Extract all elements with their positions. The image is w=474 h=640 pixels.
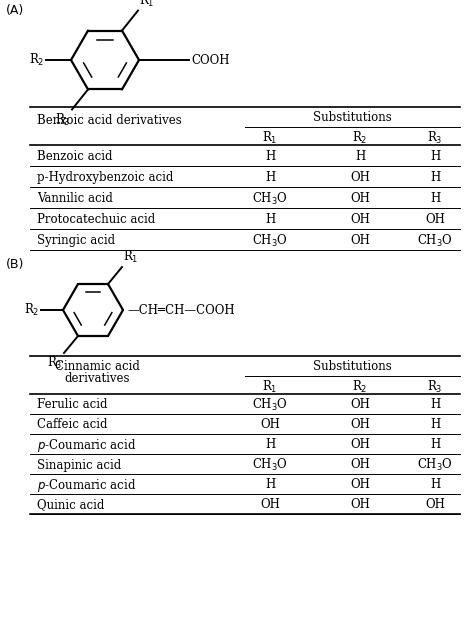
Text: R$_1$: R$_1$ bbox=[262, 379, 278, 395]
Text: Syringic acid: Syringic acid bbox=[37, 234, 115, 247]
Text: R$_2$: R$_2$ bbox=[28, 52, 44, 68]
Text: R$_1$: R$_1$ bbox=[262, 130, 278, 146]
Text: OH: OH bbox=[260, 419, 280, 431]
Text: H: H bbox=[430, 171, 440, 184]
Text: H: H bbox=[430, 399, 440, 412]
Text: H: H bbox=[265, 479, 275, 492]
Text: H: H bbox=[265, 171, 275, 184]
Text: OH: OH bbox=[425, 213, 445, 226]
Text: OH: OH bbox=[260, 499, 280, 511]
Text: COOH: COOH bbox=[191, 54, 229, 67]
Text: Ferulic acid: Ferulic acid bbox=[37, 399, 108, 412]
Text: CH$_3$O: CH$_3$O bbox=[252, 232, 288, 248]
Text: CH$_3$O: CH$_3$O bbox=[417, 457, 453, 473]
Text: Substitutions: Substitutions bbox=[313, 111, 392, 124]
Text: OH: OH bbox=[350, 479, 370, 492]
Text: OH: OH bbox=[350, 458, 370, 472]
Text: R$_3$: R$_3$ bbox=[55, 111, 71, 127]
Text: R$_3$: R$_3$ bbox=[47, 355, 63, 371]
Text: Protocatechuic acid: Protocatechuic acid bbox=[37, 213, 155, 226]
Text: OH: OH bbox=[350, 192, 370, 205]
Text: H: H bbox=[265, 438, 275, 451]
Text: OH: OH bbox=[425, 499, 445, 511]
Text: R$_3$: R$_3$ bbox=[427, 379, 443, 395]
Text: H: H bbox=[430, 192, 440, 205]
Text: derivatives: derivatives bbox=[64, 372, 130, 385]
Text: OH: OH bbox=[350, 499, 370, 511]
Text: H: H bbox=[430, 419, 440, 431]
Text: H: H bbox=[265, 213, 275, 226]
Text: OH: OH bbox=[350, 234, 370, 247]
Text: Caffeic acid: Caffeic acid bbox=[37, 419, 108, 431]
Text: R$_3$: R$_3$ bbox=[427, 130, 443, 146]
Text: $\it{p}$-Coumaric acid: $\it{p}$-Coumaric acid bbox=[37, 477, 137, 493]
Text: OH: OH bbox=[350, 171, 370, 184]
Text: OH: OH bbox=[350, 399, 370, 412]
Text: OH: OH bbox=[350, 438, 370, 451]
Text: H: H bbox=[430, 150, 440, 163]
Text: H: H bbox=[430, 438, 440, 451]
Text: R$_2$: R$_2$ bbox=[24, 302, 39, 318]
Text: H: H bbox=[265, 150, 275, 163]
Text: (B): (B) bbox=[6, 258, 24, 271]
Text: $\it{p}$-Coumaric acid: $\it{p}$-Coumaric acid bbox=[37, 436, 137, 454]
Text: Substitutions: Substitutions bbox=[313, 360, 392, 373]
Text: R$_1$: R$_1$ bbox=[123, 249, 138, 265]
Text: Benzoic acid: Benzoic acid bbox=[37, 150, 112, 163]
Text: OH: OH bbox=[350, 419, 370, 431]
Text: R$_2$: R$_2$ bbox=[352, 130, 368, 146]
Text: —CH═CH—COOH: —CH═CH—COOH bbox=[127, 303, 235, 317]
Text: Cinnamic acid: Cinnamic acid bbox=[55, 360, 139, 373]
Text: Sinapinic acid: Sinapinic acid bbox=[37, 458, 121, 472]
Text: CH$_3$O: CH$_3$O bbox=[252, 191, 288, 207]
Text: H: H bbox=[355, 150, 365, 163]
Text: Vannilic acid: Vannilic acid bbox=[37, 192, 113, 205]
Text: R$_2$: R$_2$ bbox=[352, 379, 368, 395]
Text: CH$_3$O: CH$_3$O bbox=[252, 457, 288, 473]
Text: Quinic acid: Quinic acid bbox=[37, 499, 104, 511]
Text: p-Hydroxybenzoic acid: p-Hydroxybenzoic acid bbox=[37, 171, 173, 184]
Text: Benzoic acid derivatives: Benzoic acid derivatives bbox=[37, 114, 182, 127]
Text: R$_1$: R$_1$ bbox=[139, 0, 155, 8]
Text: CH$_3$O: CH$_3$O bbox=[417, 232, 453, 248]
Text: CH$_3$O: CH$_3$O bbox=[252, 397, 288, 413]
Text: (A): (A) bbox=[6, 4, 24, 17]
Text: OH: OH bbox=[350, 213, 370, 226]
Text: H: H bbox=[430, 479, 440, 492]
